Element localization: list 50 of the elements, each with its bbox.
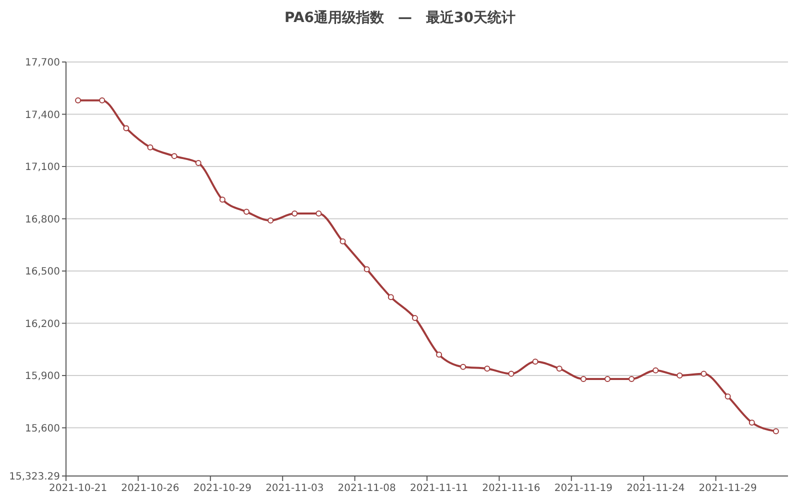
y-tick-label: 17,400 (25, 110, 60, 121)
point (171, 153, 178, 160)
point (652, 367, 659, 374)
y-tick-label: 16,200 (25, 318, 60, 330)
point (772, 428, 779, 434)
point (556, 366, 562, 372)
x-tick-label: 2021-11-16 (482, 483, 540, 494)
x-tick-label: 2021-10-29 (193, 483, 252, 494)
y-tick-label: 17,100 (25, 162, 60, 174)
point (460, 364, 466, 370)
point (292, 210, 298, 217)
point (412, 315, 418, 322)
point (436, 352, 442, 358)
point (484, 366, 490, 372)
point (388, 294, 394, 300)
point (532, 358, 538, 365)
point (219, 196, 226, 203)
y-tick-label: 16,500 (25, 266, 60, 278)
point (147, 144, 154, 150)
x-tick-label: 2021-11-08 (338, 483, 396, 494)
point (508, 370, 514, 377)
y-tick-label: 16,800 (25, 214, 60, 226)
y-tick-label: 15,323.29 (9, 472, 60, 482)
x-tick-label: 2021-11-29 (698, 483, 757, 494)
point (748, 420, 755, 426)
point (676, 372, 683, 379)
point (316, 210, 322, 217)
point (123, 125, 130, 132)
x-tick-label: 2021-11-19 (554, 483, 612, 494)
point (340, 238, 346, 244)
point (268, 218, 274, 224)
point (75, 97, 82, 104)
point (604, 376, 610, 382)
point (364, 266, 370, 272)
x-tick-label: 2021-10-21 (48, 483, 108, 494)
point (580, 376, 586, 382)
x-tick-label: 2021-11-03 (266, 483, 324, 494)
x-tick-label: 2021-11-11 (410, 483, 468, 494)
y-tick-label: 15,900 (25, 371, 60, 382)
chart-title: PA6通用级指数 — 最近30天统计 (284, 9, 516, 26)
x-tick-label: 2021-11-24 (626, 483, 685, 494)
x-tick-label: 2021-10-26 (121, 483, 180, 494)
y-tick-label: 17,700 (25, 58, 60, 68)
y-tick-label: 15,600 (25, 423, 60, 434)
point (724, 393, 731, 400)
point (700, 370, 707, 377)
point (244, 208, 250, 215)
point (195, 160, 202, 166)
point (628, 376, 635, 382)
point (99, 97, 106, 104)
